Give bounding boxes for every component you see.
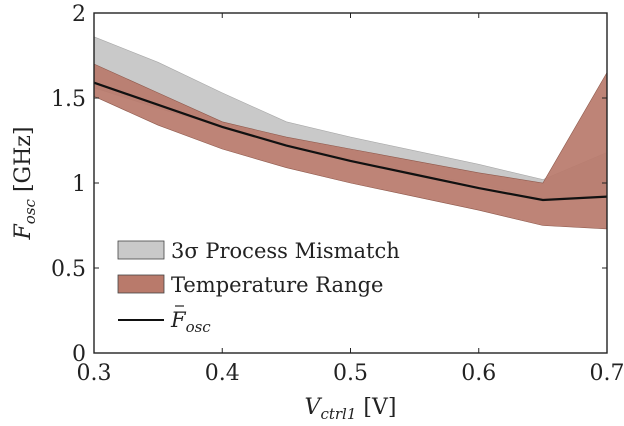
legend-label-mean-frequency: Fosc [170,308,211,336]
series-line-mean-frequency [93,81,608,202]
y-tick-label: 0.5 [51,257,86,282]
y-axis-label: Fosc [GHz] [11,127,39,241]
x-tick-label: 0.5 [333,361,368,386]
legend-swatch-process-mismatch [117,240,165,260]
legend: 3σ Process Mismatch Temperature Range Fo… [117,239,400,336]
y-tick-label: 1 [72,172,86,197]
x-tick-label: 0.4 [205,361,240,386]
band-layer [93,36,608,230]
x-tick-label: 0.6 [461,361,496,386]
x-tick-label: 0.7 [590,361,624,386]
x-axis-label: Vctrl1 [V] [305,395,397,423]
x-axis-ticks: 0.3 0.4 0.5 0.6 0.7 [77,13,624,386]
y-tick-label: 2 [72,2,86,27]
legend-swatch-temperature-range [117,274,165,294]
y-axis-ticks: 0 0.5 1 1.5 2 [51,2,607,367]
y-tick-label: 1.5 [51,87,86,112]
y-tick-label: 0 [72,342,86,367]
legend-label-temperature-range: Temperature Range [171,273,383,297]
legend-label-process-mismatch: 3σ Process Mismatch [171,239,400,263]
line-layer [93,81,608,202]
x-tick-label: 0.3 [77,361,112,386]
